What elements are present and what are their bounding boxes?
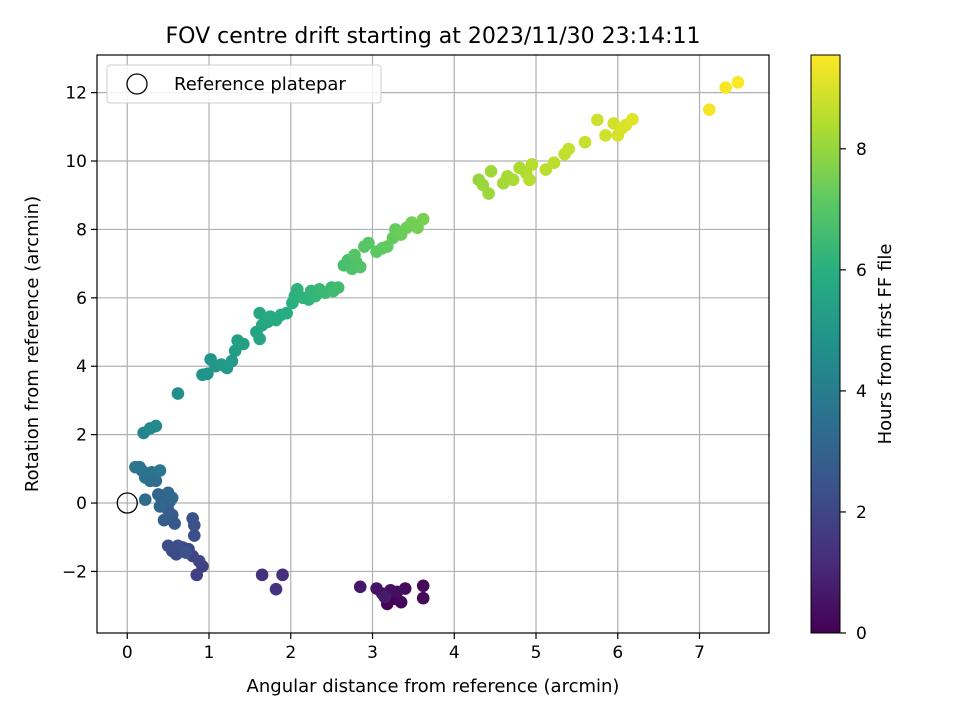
data-point: [149, 419, 163, 433]
data-point: [331, 281, 345, 294]
y-tick-label: 6: [76, 289, 87, 309]
data-point: [562, 142, 576, 156]
data-point: [153, 464, 167, 477]
data-point: [353, 580, 367, 594]
x-tick-label: 3: [367, 643, 378, 663]
data-point: [253, 306, 266, 320]
plot-frame: [96, 54, 770, 634]
data-point: [190, 568, 204, 582]
data-points: [129, 76, 745, 611]
legend-entry: Reference platepar: [174, 74, 346, 95]
data-point: [523, 173, 536, 187]
reference-marker: [116, 492, 138, 514]
data-point: [362, 236, 375, 250]
data-point: [152, 488, 165, 501]
colorbar-tick-label: 6: [856, 261, 867, 281]
y-tick-label: 4: [76, 357, 87, 377]
data-point: [186, 512, 199, 525]
data-point: [719, 81, 732, 94]
data-point: [171, 387, 185, 400]
data-point: [626, 112, 639, 126]
x-tick-label: 6: [612, 643, 623, 663]
data-point: [225, 354, 239, 368]
data-point: [378, 590, 392, 604]
data-point: [237, 337, 250, 351]
data-point: [731, 76, 745, 89]
colorbar-tick-label: 8: [856, 140, 867, 160]
data-point: [253, 332, 266, 346]
colorbar-tick-label: 0: [856, 624, 867, 644]
y-tick-label: −2: [62, 562, 87, 582]
data-point: [348, 248, 361, 262]
data-point: [591, 113, 604, 127]
grid-lines: [97, 55, 769, 633]
data-point: [165, 491, 179, 505]
data-point: [187, 529, 201, 542]
colorbar-gradient: [810, 54, 841, 634]
data-point: [153, 500, 167, 513]
colorbar-ticks: 0 2 4 6 8: [840, 140, 867, 644]
y-tick-label: 8: [76, 220, 87, 240]
data-point: [157, 513, 171, 527]
data-point: [269, 582, 283, 596]
x-axis-ticks: 0 1 2 3 4 5 6 7: [122, 633, 705, 663]
colorbar: 0 2 4 6 8 Hours from first FF file: [810, 54, 896, 644]
x-axis-label: Angular distance from reference (arcmin): [247, 676, 620, 697]
data-point: [547, 156, 561, 170]
data-point: [133, 460, 146, 474]
y-axis-label: Rotation from reference (arcmin): [22, 196, 43, 492]
data-point: [280, 306, 293, 320]
x-tick-label: 2: [285, 643, 296, 663]
data-point: [276, 568, 289, 582]
data-point: [255, 568, 269, 582]
data-point: [416, 212, 430, 226]
x-tick-label: 7: [694, 643, 705, 663]
data-point: [484, 164, 498, 178]
data-point: [578, 135, 592, 149]
data-point: [506, 173, 520, 187]
data-point: [138, 493, 152, 506]
y-tick-label: 12: [65, 84, 87, 104]
x-tick-label: 1: [204, 643, 215, 663]
data-point: [161, 539, 175, 553]
x-tick-label: 0: [122, 643, 133, 663]
colorbar-label: Hours from first FF file: [875, 244, 896, 445]
chart-title: FOV centre drift starting at 2023/11/30 …: [166, 24, 701, 49]
legend-marker-open-circle: [126, 73, 148, 95]
y-axis-ticks: −2 0 2 4 6 8 10 12: [62, 84, 97, 582]
legend: Reference platepar: [106, 64, 382, 104]
y-tick-label: 2: [76, 426, 87, 446]
data-point: [482, 187, 495, 200]
colorbar-tick-label: 4: [856, 382, 867, 402]
x-tick-label: 5: [531, 643, 542, 663]
data-point: [201, 367, 214, 381]
legend-box: [106, 64, 382, 104]
y-tick-label: 0: [76, 494, 87, 514]
data-point: [525, 158, 539, 171]
data-point: [416, 591, 430, 605]
data-point: [370, 582, 383, 595]
y-tick-label: 10: [65, 152, 87, 172]
data-point: [703, 103, 716, 117]
colorbar-tick-label: 2: [856, 503, 867, 523]
data-point: [353, 260, 367, 274]
data-point: [179, 546, 193, 559]
reference-point: [116, 492, 138, 514]
data-point: [394, 595, 408, 609]
data-point: [599, 129, 612, 142]
data-point: [416, 579, 430, 593]
x-tick-label: 4: [449, 643, 460, 663]
